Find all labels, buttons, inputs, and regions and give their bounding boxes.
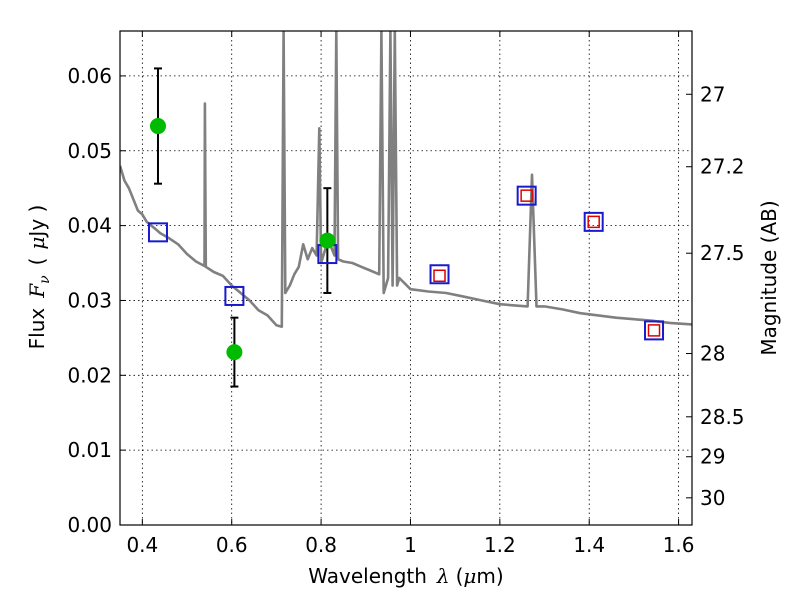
y-tick-label: 0.02: [67, 363, 112, 387]
model-square-marker: [147, 222, 168, 243]
y-tick-label: 0.03: [67, 288, 112, 312]
mag-tick-label: 30: [700, 486, 725, 510]
model-square-marker: [516, 185, 537, 206]
observed-point: [226, 344, 243, 361]
y-tick-label: 0.01: [67, 438, 112, 462]
model-square-marker: [583, 211, 604, 232]
red-square-marker: [433, 269, 446, 283]
mag-tick-label: 27: [700, 82, 725, 106]
mag-tick-label: 28: [700, 342, 725, 366]
mag-tick-label: 27.5: [700, 241, 745, 265]
model-square-marker: [224, 285, 245, 306]
mag-tick-label: 29: [700, 445, 725, 469]
observed-point: [149, 118, 166, 135]
model-square-marker: [644, 320, 665, 341]
x-tick-label: 1.2: [484, 533, 516, 557]
y-tick-label: 0.05: [67, 139, 112, 163]
model-square-marker: [429, 264, 450, 285]
x-axis-title: Wavelength λ (μm): [308, 564, 503, 588]
plot-frame: [119, 30, 693, 526]
x-tick-label: 1.6: [663, 533, 695, 557]
y-tick-label: 0.06: [67, 64, 112, 88]
spectrum-series: [120, 31, 692, 328]
x-tick-label: 0.8: [305, 533, 337, 557]
x-tick-label: 1: [404, 533, 417, 557]
marker-series: [147, 67, 665, 388]
red-square-marker: [520, 189, 533, 202]
spectrum-line: [120, 31, 692, 328]
mag-tick-label: 28.5: [700, 405, 745, 429]
y-tick-label: 0.00: [67, 513, 112, 537]
x-tick-label: 0.6: [216, 533, 248, 557]
axes: 0.4 0.6 0.8 1 1.2 1.4 1.6 0.00 0.01 0.02 0.03 0.04 0…: [67, 30, 745, 557]
y-axis-title: FluxFν(μJy ): [25, 205, 53, 350]
x-tick-label: 0.4: [126, 533, 158, 557]
mag-tick-label: 27.2: [700, 155, 745, 179]
red-square-marker: [587, 215, 600, 229]
y-tick-label: 0.04: [67, 214, 112, 238]
x-tick-label: 1.4: [573, 533, 605, 557]
y2-axis-title: Magnitude (AB): [757, 200, 781, 355]
red-square-marker: [647, 324, 661, 337]
observed-point: [319, 232, 336, 249]
